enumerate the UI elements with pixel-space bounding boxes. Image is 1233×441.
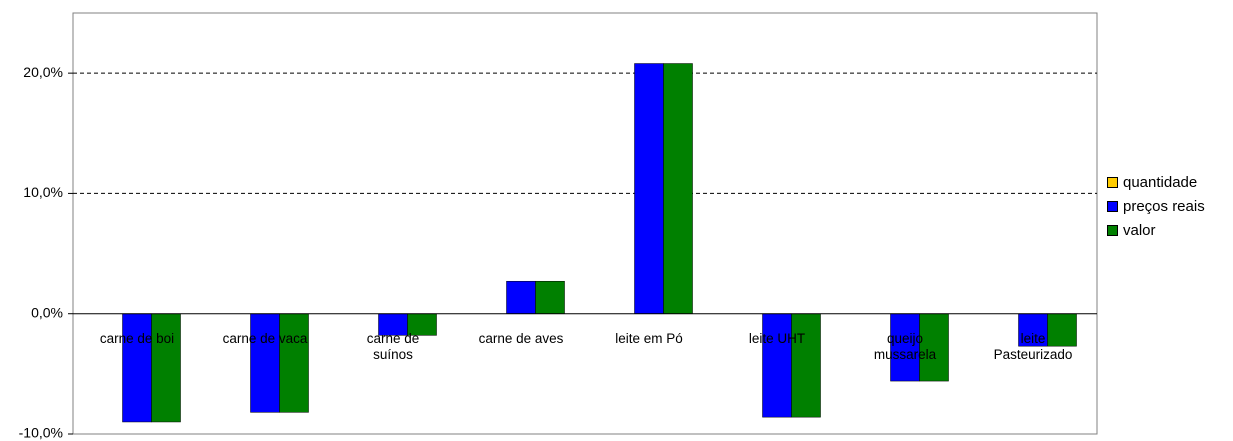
x-tick-label: carne de aves <box>478 330 564 346</box>
x-tick-label: queijo mussarela <box>873 330 937 362</box>
bar <box>506 280 536 314</box>
x-tick-label: carne de vaca <box>222 330 308 346</box>
legend-label: preços reais <box>1123 198 1205 215</box>
bar <box>663 63 693 314</box>
legend-item: quantidade <box>1107 174 1197 191</box>
legend-swatch <box>1107 177 1118 188</box>
bar <box>1018 313 1048 347</box>
x-tick-label: leite Pasteurizado <box>993 330 1073 362</box>
y-tick-label: 0,0% <box>31 304 63 320</box>
y-tick-label: -10,0% <box>19 425 63 441</box>
bar <box>250 313 280 413</box>
bar <box>535 280 565 314</box>
x-tick-label: leite UHT <box>748 330 806 346</box>
legend-swatch <box>1107 225 1118 236</box>
bar <box>762 313 792 418</box>
bar <box>919 313 949 382</box>
y-tick-label: 10,0% <box>23 184 63 200</box>
y-tick-label: 20,0% <box>23 64 63 80</box>
bar <box>791 313 821 418</box>
legend-swatch <box>1107 201 1118 212</box>
bar <box>890 313 920 382</box>
legend-item: preços reais <box>1107 198 1205 215</box>
bar <box>634 63 664 314</box>
bar <box>151 313 181 423</box>
x-tick-label: carne de boi <box>99 330 175 346</box>
x-tick-label: carne de suínos <box>366 330 420 362</box>
bar <box>279 313 309 413</box>
legend-label: quantidade <box>1123 174 1198 191</box>
legend-label: valor <box>1123 222 1156 239</box>
legend-item: valor <box>1107 222 1156 239</box>
x-tick-label: leite em Pó <box>615 330 683 346</box>
bar <box>1047 313 1077 347</box>
